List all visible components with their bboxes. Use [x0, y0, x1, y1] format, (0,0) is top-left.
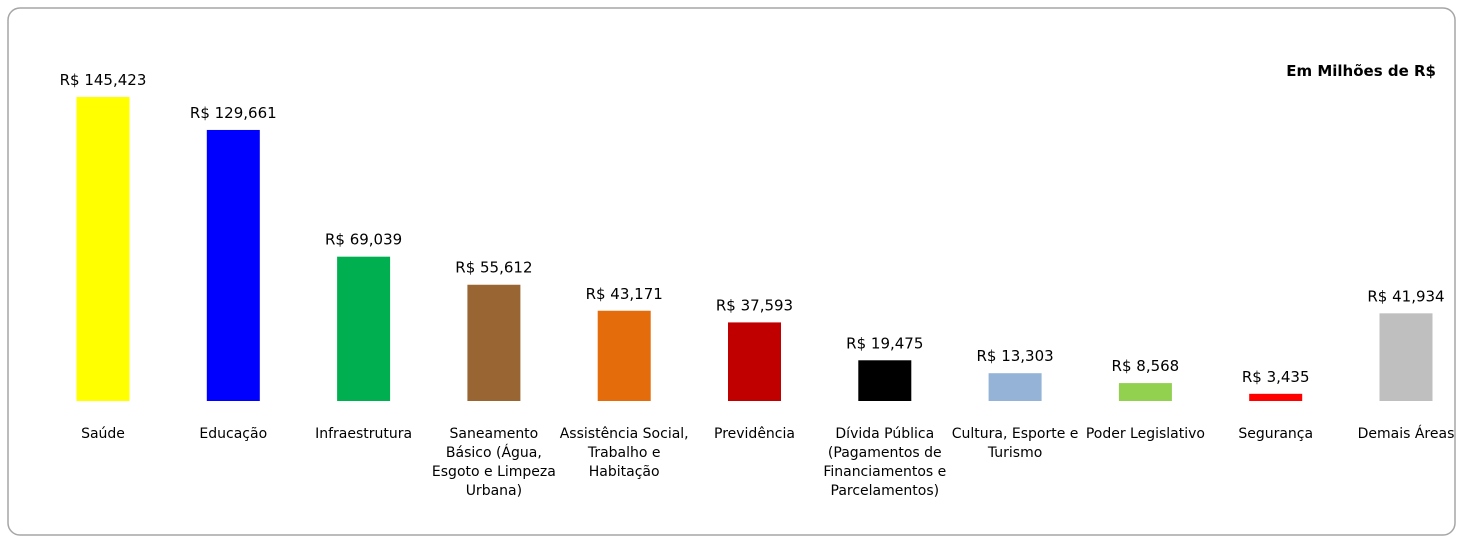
x-tick-label: Saúde [81, 426, 125, 442]
data-label: R$ 145,423 [60, 71, 147, 89]
data-label: R$ 37,593 [716, 296, 793, 314]
x-tick-label: Segurança [1238, 426, 1314, 442]
bar [1118, 383, 1172, 401]
data-label: R$ 43,171 [586, 285, 663, 303]
x-tick-label: Cultura, Esporte e Turismo [951, 426, 1079, 461]
chart-border [7, 7, 1456, 536]
bar [1379, 313, 1433, 401]
chart-title: Em Milhões de R$ [1286, 62, 1436, 80]
x-tick-label: Assistência Social, Trabalho e Habitação [559, 426, 689, 480]
x-tick-label: Educação [199, 426, 268, 442]
bar [728, 322, 781, 401]
bar [988, 373, 1042, 401]
data-label: R$ 69,039 [325, 231, 402, 249]
x-tick-label: Dívida Pública (Pagamentos de Financiame… [823, 426, 947, 499]
data-label: R$ 55,612 [455, 259, 532, 277]
x-tick-label: Saneamento Básico (Água, Esgoto e Limpez… [431, 426, 556, 499]
x-tick-label: Previdência [714, 426, 795, 442]
bar [597, 310, 651, 401]
bar [858, 360, 912, 401]
x-tick-label: Infraestrutura [315, 426, 413, 442]
data-label: R$ 19,475 [846, 334, 923, 352]
data-label: R$ 129,661 [190, 104, 277, 122]
data-label: R$ 13,303 [976, 347, 1053, 365]
data-label: R$ 8,568 [1112, 357, 1180, 375]
data-label: R$ 3,435 [1242, 368, 1310, 386]
bar [76, 97, 130, 401]
x-tick-label: Demais Áreas [1357, 426, 1455, 442]
bar [467, 284, 521, 401]
bar [1249, 393, 1303, 401]
bar [337, 256, 391, 401]
data-label: R$ 41,934 [1367, 287, 1444, 305]
x-tick-label: Poder Legislativo [1085, 426, 1205, 442]
bar [206, 129, 260, 402]
